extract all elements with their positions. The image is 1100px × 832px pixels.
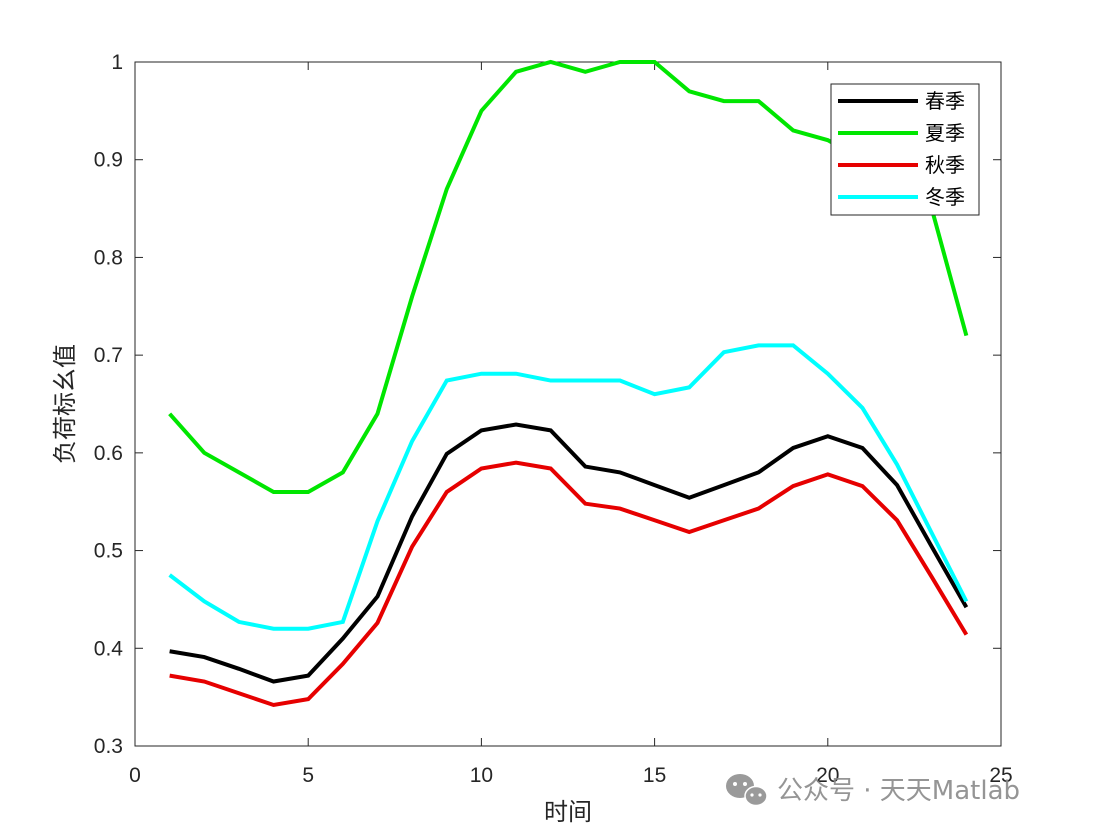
legend-label-1: 夏季 <box>925 121 965 145</box>
y-tick-label: 0.4 <box>94 637 124 660</box>
series-line-3 <box>168 343 969 631</box>
legend-box <box>830 83 980 216</box>
legend-label-3: 冬季 <box>925 185 965 209</box>
series-line-2 <box>169 460 969 708</box>
y-tick-label: 0.5 <box>94 540 123 563</box>
y-tick-label: 0.9 <box>94 149 123 172</box>
watermark-text: 公众号 · 天天Matlab <box>777 776 1020 806</box>
legend-label-2: 秋季 <box>925 153 965 177</box>
watermark: 公众号 · 天天Matlab <box>726 774 1020 807</box>
x-tick-label: 0 <box>129 764 141 787</box>
y-tick-label: 0.8 <box>94 246 123 269</box>
x-tick-label: 20 <box>816 764 839 787</box>
x-tick-label: 10 <box>470 764 493 787</box>
axis-ticks: 0 5 10 15 20 25 0.3 0.4 0.5 0.6 0.7 0.8 0.9 1 <box>94 51 1013 787</box>
x-tick-label: 25 <box>989 764 1012 787</box>
y-tick-label: 0.6 <box>94 442 123 465</box>
y-axis-label: 负荷标幺值 <box>51 344 79 464</box>
wechat-icon <box>726 774 768 807</box>
y-tick-label: 1 <box>111 51 123 74</box>
legend-label-0: 春季 <box>925 89 965 113</box>
x-tick-label: 5 <box>302 764 314 787</box>
y-tick-label: 0.7 <box>94 344 123 367</box>
x-axis-label: 时间 <box>544 798 592 826</box>
x-tick-label: 15 <box>643 764 666 787</box>
y-tick-label: 0.3 <box>94 735 123 758</box>
series-line-0 <box>169 422 969 684</box>
